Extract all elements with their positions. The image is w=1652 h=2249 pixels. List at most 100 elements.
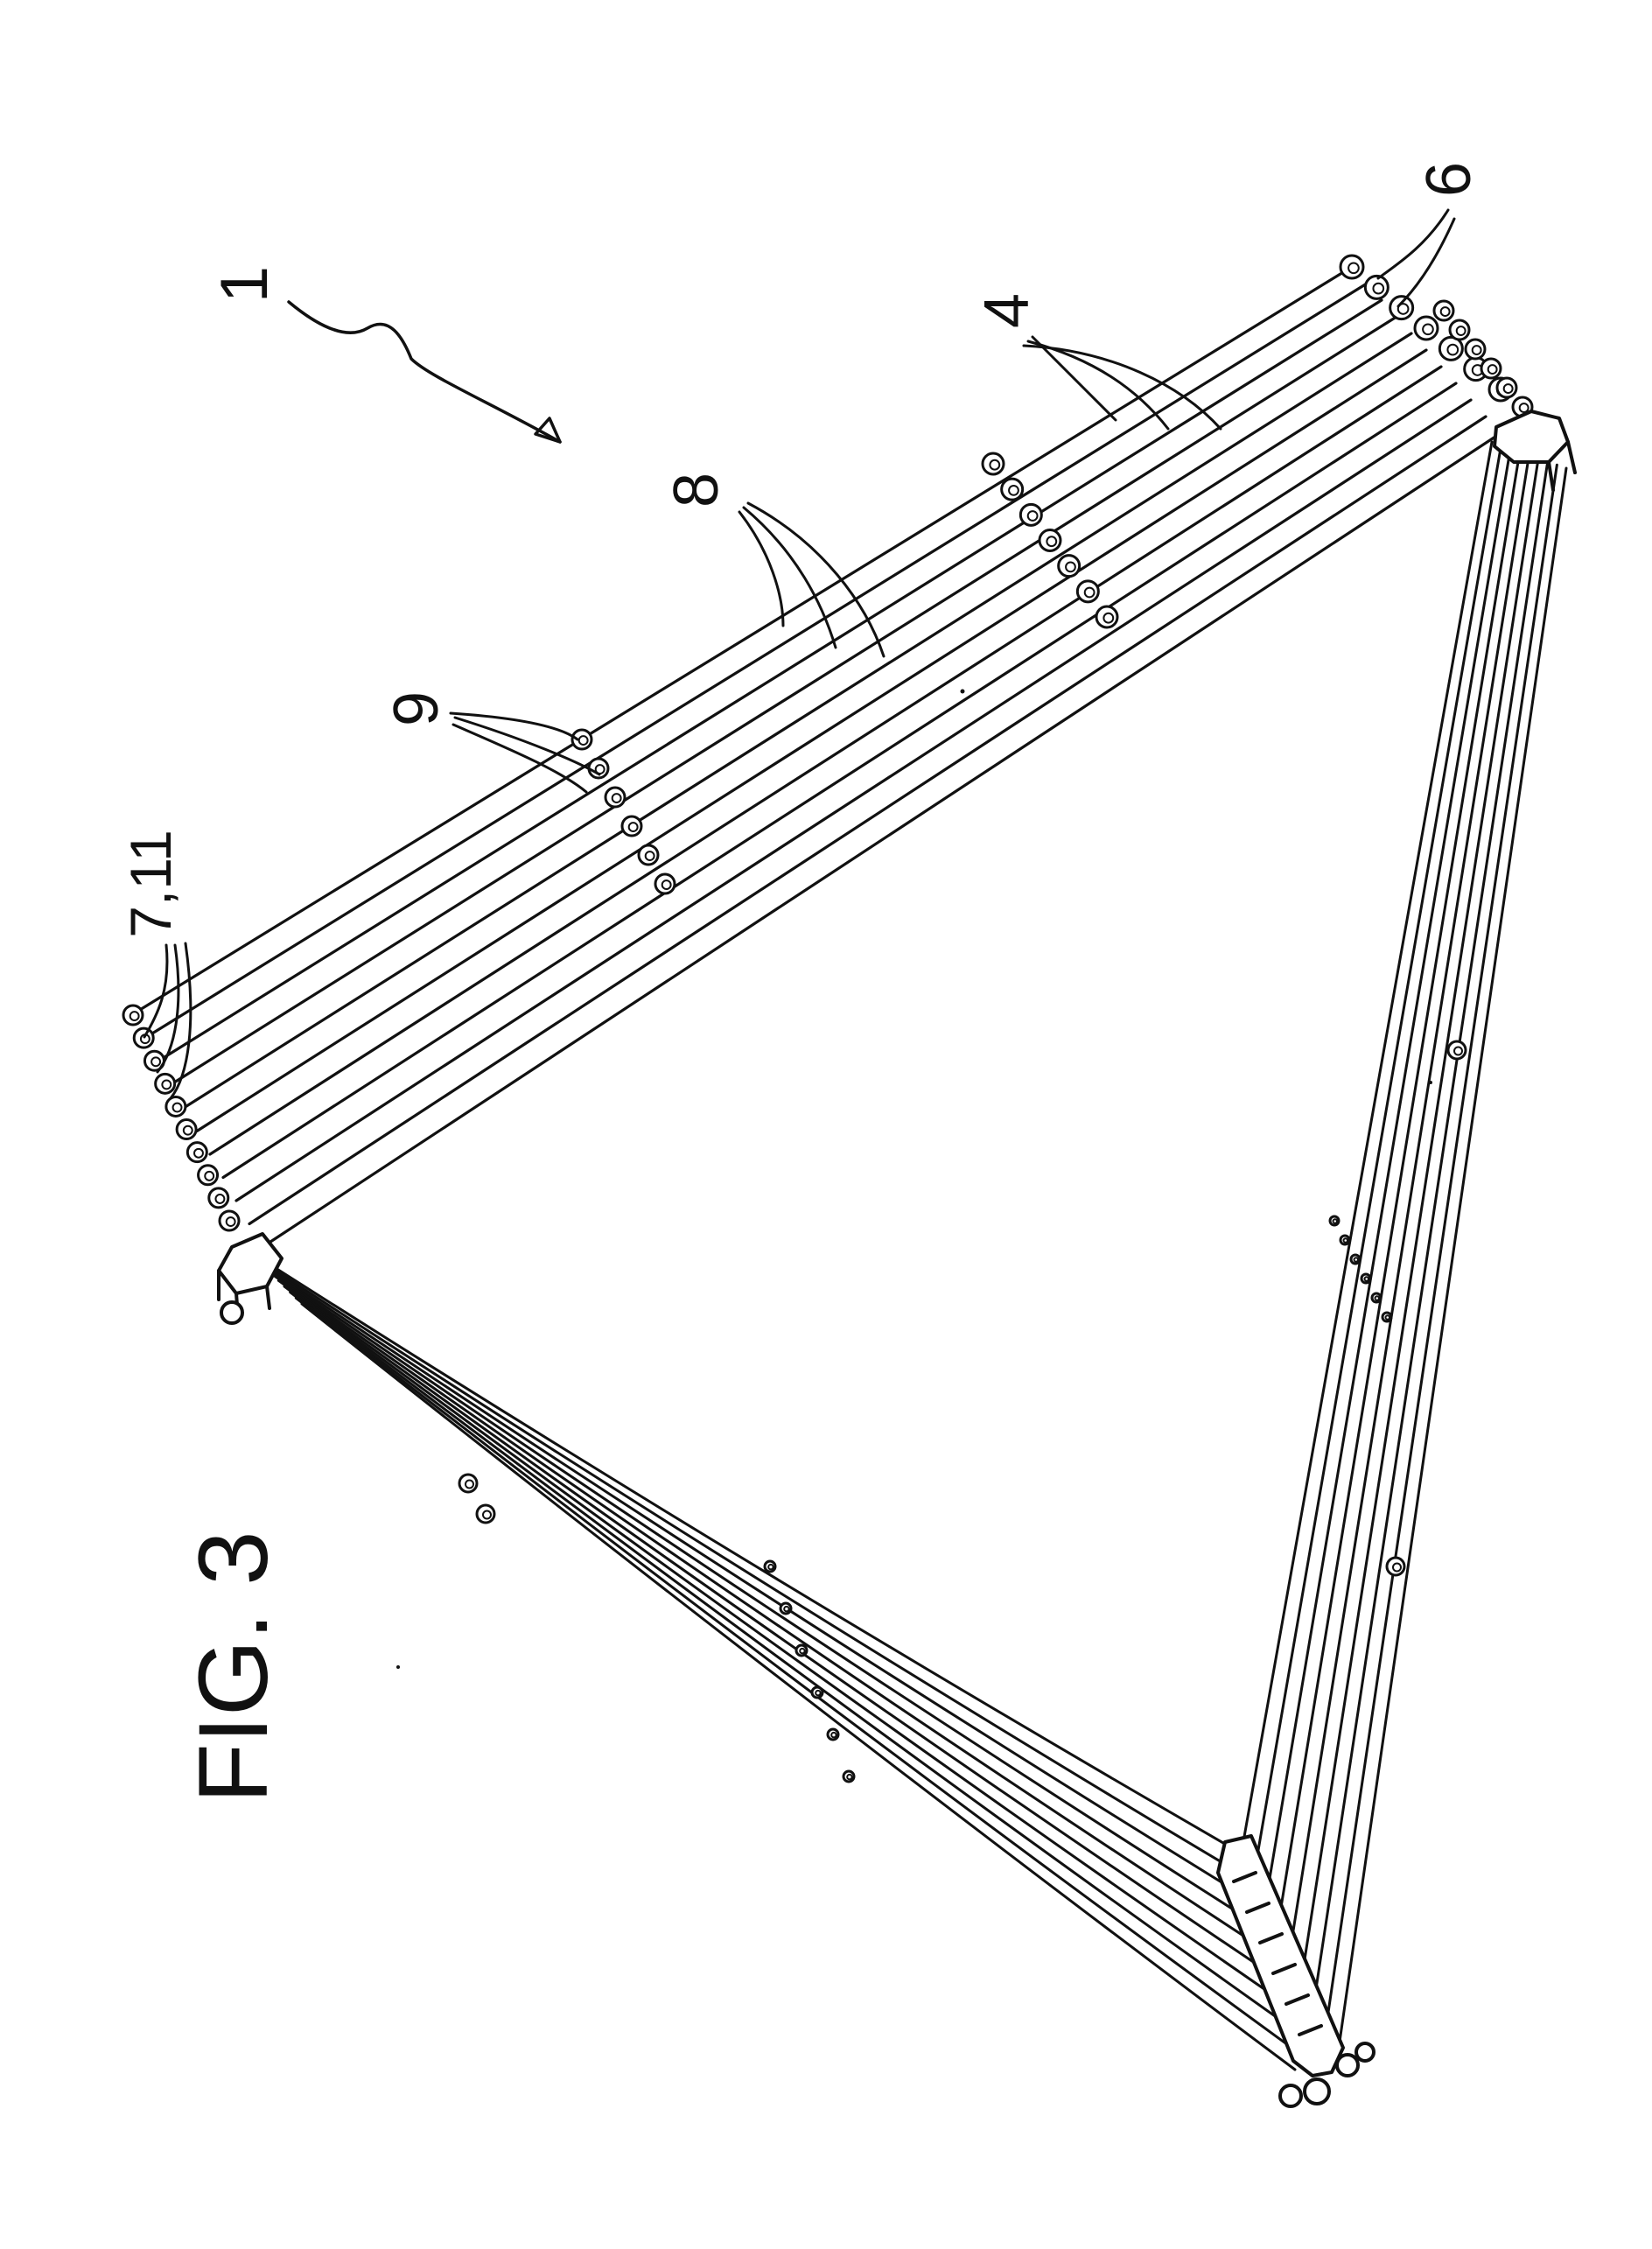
left-rod-dot-inner — [465, 1479, 474, 1489]
rod-end-6-outer — [1438, 335, 1464, 361]
left-rod-line — [283, 1285, 1275, 1997]
upper-right-rod-line — [221, 382, 1458, 1180]
rod-end-9 — [654, 872, 676, 895]
right-rod-line — [1241, 440, 1494, 1848]
left-rod-lines — [248, 1250, 1297, 2071]
rod-end-7-11-outer — [218, 1209, 241, 1232]
right-rod-dot-inner — [1342, 1237, 1348, 1244]
rod-end-9-outer — [570, 728, 593, 751]
reference-1-leader — [287, 300, 562, 444]
rod-end-7-11-outer — [122, 1004, 144, 1026]
figure-title: FIG. 3 — [178, 1531, 288, 1803]
rod-end-7-11-inner — [172, 1102, 183, 1113]
rod-end-6-inner — [1348, 262, 1360, 275]
left-rod-dot — [826, 1727, 840, 1741]
corner-block-upper-left — [217, 1232, 284, 1325]
rod-end-6-outer — [1363, 274, 1390, 300]
rod-end-7-11-inner — [193, 1147, 204, 1159]
left-rod-dot-inner — [815, 1689, 822, 1697]
right-rod-line — [1253, 444, 1503, 1874]
right-rod-line — [1289, 453, 1530, 1949]
rod-end-7-11 — [122, 1004, 144, 1026]
right-rod-dot-inner — [1363, 1276, 1369, 1282]
rod-end-6 — [1339, 254, 1365, 280]
reference-9: 9 — [382, 691, 601, 794]
rod-end-9-inner — [578, 735, 589, 746]
left-rod-dot-outer — [458, 1473, 479, 1494]
rod-end-7-11-outer — [175, 1118, 198, 1141]
reference-4-label: 4 — [972, 293, 1042, 328]
right-rod-dot — [1370, 1292, 1382, 1304]
upper-right-rod-line — [156, 298, 1383, 1063]
rod-end-6-back-inner — [1502, 383, 1514, 395]
left-rod-dot-inner — [767, 1563, 774, 1571]
right-rod-dot — [1328, 1215, 1340, 1227]
arrow-head — [534, 417, 562, 444]
right-rod-lines — [1241, 440, 1568, 2049]
rod-end-8-inner — [1008, 484, 1019, 496]
upper-right-rod-ends-8 — [981, 452, 1119, 629]
right-rod-line — [1277, 450, 1522, 1923]
rod-end-7-11-outer — [197, 1164, 220, 1187]
rod-end-7-11-inner — [204, 1170, 215, 1181]
rod-end-7-11-outer — [164, 1095, 187, 1117]
rod-end-8-inner — [989, 459, 1001, 471]
left-rod-line — [248, 1250, 1231, 1848]
left-rod-dot — [779, 1601, 793, 1615]
rod-end-6-inner — [1422, 323, 1434, 336]
left-rod-line — [276, 1279, 1268, 1972]
upper-right-rod-line — [143, 282, 1368, 1040]
left-rod-dot — [458, 1473, 479, 1494]
rod-end-8 — [981, 452, 1005, 476]
left-rod-line — [259, 1261, 1246, 1898]
reference-6-label: 6 — [1414, 162, 1484, 197]
left-rod-line — [300, 1302, 1297, 2071]
rod-end-8-inner — [1102, 612, 1115, 624]
left-rod-dot-inner — [830, 1731, 837, 1739]
rod-end-7-11 — [197, 1164, 220, 1187]
left-rod-line — [254, 1256, 1238, 1873]
upper-left-rod-ends-7-11 — [122, 1004, 241, 1232]
upper-right-rod-line — [234, 398, 1473, 1202]
rod-end-8-inner — [1026, 510, 1039, 522]
rod-end-6-back-inner — [1455, 326, 1466, 337]
rod-end-6-back-outer — [1495, 376, 1518, 399]
rod-end-6-back-inner — [1487, 364, 1498, 375]
right-rod-dot-inner — [1353, 1257, 1359, 1263]
rod-end-8 — [1095, 605, 1119, 629]
rod-end-7-11 — [154, 1072, 177, 1095]
left-rod-dot — [842, 1769, 856, 1783]
upper-right-rod-line — [130, 265, 1354, 1017]
rod-end-6-outer — [1413, 315, 1439, 341]
upper-right-rod-ends-9 — [570, 728, 676, 895]
upper-right-rod-line — [182, 332, 1413, 1110]
rod-end-8-inner — [1065, 561, 1076, 573]
rod-end-7-11-inner — [129, 1011, 140, 1022]
rod-end-8-outer — [1000, 477, 1025, 501]
rod-end-9 — [620, 815, 643, 837]
rod-end-8-outer — [1095, 605, 1119, 629]
upper-right-rod-bundle — [122, 254, 1534, 1249]
right-rod-dot-outer — [1446, 1040, 1467, 1061]
rod-end-6-back-inner — [1518, 403, 1530, 414]
right-rod-dot-inner — [1374, 1295, 1380, 1301]
upper-right-rod-line — [195, 348, 1428, 1133]
reference-9-label: 9 — [382, 691, 452, 726]
right-rod-line — [1301, 457, 1540, 1974]
left-rod-line — [294, 1296, 1290, 2047]
rod-end-9-inner — [661, 879, 672, 891]
rod-end-6-back — [1448, 319, 1471, 341]
rod-end-8-outer — [1038, 529, 1062, 552]
upper-right-rod-line — [261, 431, 1502, 1249]
rod-end-7-11 — [175, 1118, 198, 1141]
rod-end-9 — [637, 844, 660, 866]
right-rod-dot — [1360, 1272, 1372, 1285]
left-rod-line — [271, 1273, 1260, 1947]
reference-8-label: 8 — [662, 473, 732, 508]
rod-end-9-inner — [611, 793, 622, 804]
rod-end-9-outer — [654, 872, 676, 895]
rod-end-8-outer — [1018, 502, 1043, 527]
right-rod-dot-inner — [1384, 1314, 1390, 1321]
rod-end-8-outer — [981, 452, 1005, 476]
rod-end-6-back — [1495, 376, 1518, 399]
